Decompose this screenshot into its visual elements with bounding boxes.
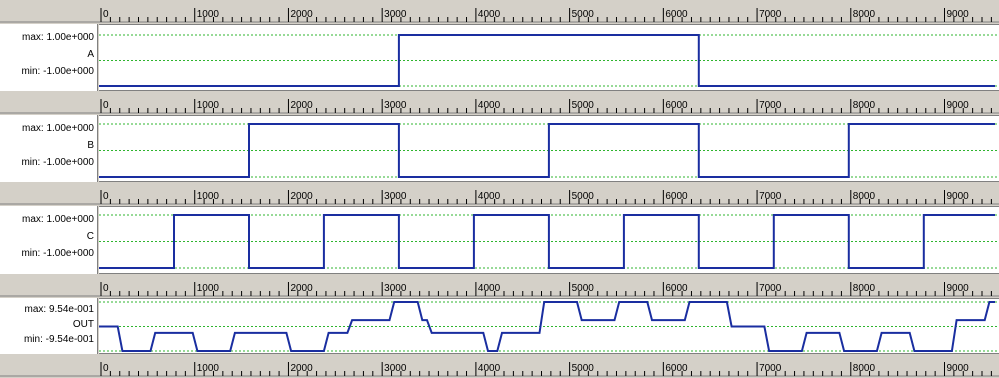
ruler-tick-label: 8000 — [853, 9, 876, 20]
ruler-tick-label: 4000 — [478, 363, 501, 374]
ruler-tick-label: 4000 — [478, 9, 501, 20]
ruler-tick-label: 0 — [103, 9, 109, 20]
ruler-tick-label: 4000 — [478, 191, 501, 202]
signal-panel-out[interactable]: max: 9.54e-001 OUT min: -9.54e-001 — [0, 298, 999, 354]
signal-name: OUT — [72, 319, 94, 330]
min-label: min: -9.54e-001 — [23, 334, 94, 345]
waveform-plot[interactable] — [99, 206, 999, 274]
ruler-tick-label: 9000 — [947, 363, 970, 374]
waveform-plot[interactable] — [99, 298, 999, 354]
max-label: max: 9.54e-001 — [24, 304, 95, 315]
ruler-tick-label: 3000 — [384, 100, 407, 111]
ruler-tick-label: 9000 — [947, 100, 970, 111]
ruler-tick-label: 1000 — [197, 363, 220, 374]
ruler-tick-label: 7000 — [759, 283, 782, 294]
time-ruler: 0 1000 2000 3000 4000 5000 6000 7000 8000 9000 — [0, 182, 999, 206]
ruler-tick-label: 6000 — [665, 191, 688, 202]
waveform-line — [99, 301, 995, 352]
ruler-tick-label: 1000 — [197, 100, 220, 111]
time-ruler: 0 1000 2000 3000 4000 5000 6000 7000 8000 9000 — [0, 274, 999, 298]
signal-panel-b[interactable]: max: 1.00e+000 B min: -1.00e+000 — [0, 115, 999, 182]
ruler-tick-label: 5000 — [572, 363, 595, 374]
min-label: min: -1.00e+000 — [21, 248, 94, 259]
ruler-tick-label: 3000 — [384, 191, 407, 202]
ruler-tick-label: 6000 — [665, 100, 688, 111]
signal-panel-a[interactable]: max: 1.00e+000 A min: -1.00e+000 — [0, 24, 999, 91]
ruler-tick-label: 3000 — [384, 363, 407, 374]
ruler-tick-label: 0 — [103, 283, 109, 294]
signal-label-box: max: 9.54e-001 OUT min: -9.54e-001 — [0, 298, 98, 354]
ruler-tick-label: 8000 — [853, 191, 876, 202]
signal-name: C — [86, 231, 94, 242]
waveform-line — [99, 123, 995, 178]
ruler-tick-label: 2000 — [290, 363, 313, 374]
ruler-tick-label: 9000 — [947, 191, 970, 202]
waveform-line — [99, 214, 995, 269]
waveform-plot[interactable] — [99, 24, 999, 91]
ruler-tick-label: 1000 — [197, 283, 220, 294]
ruler-tick-label: 9000 — [947, 283, 970, 294]
ruler-tick-label: 5000 — [572, 283, 595, 294]
ruler-tick-label: 0 — [103, 363, 109, 374]
ruler-tick-label: 4000 — [478, 283, 501, 294]
ruler-tick-label: 0 — [103, 191, 109, 202]
signal-label-box: max: 1.00e+000 B min: -1.00e+000 — [0, 115, 98, 182]
ruler-tick-label: 6000 — [665, 363, 688, 374]
signal-label-box: max: 1.00e+000 A min: -1.00e+000 — [0, 24, 98, 91]
ruler-tick-label: 2000 — [290, 191, 313, 202]
signal-name: B — [87, 140, 94, 151]
ruler-tick-label: 5000 — [572, 100, 595, 111]
waveform-line — [99, 34, 995, 87]
ruler-tick-label: 4000 — [478, 100, 501, 111]
ruler-tick-label: 3000 — [384, 283, 407, 294]
signal-label-box: max: 1.00e+000 C min: -1.00e+000 — [0, 206, 98, 274]
min-label: min: -1.00e+000 — [21, 66, 94, 77]
ruler-tick-label: 8000 — [853, 363, 876, 374]
time-ruler: 0 1000 2000 3000 4000 5000 6000 7000 8000 9000 — [0, 91, 999, 115]
max-label: max: 1.00e+000 — [22, 32, 94, 43]
ruler-tick-label: 7000 — [759, 191, 782, 202]
min-label: min: -1.00e+000 — [21, 157, 94, 168]
ruler-tick-label: 5000 — [572, 191, 595, 202]
time-ruler: 0 1000 2000 3000 4000 5000 6000 7000 8000 9000 — [0, 0, 999, 24]
waveform-plot[interactable] — [99, 115, 999, 182]
ruler-tick-label: 9000 — [947, 9, 970, 20]
ruler-tick-label: 8000 — [853, 100, 876, 111]
max-label: max: 1.00e+000 — [22, 214, 94, 225]
ruler-tick-label: 1000 — [197, 9, 220, 20]
ruler-tick-label: 3000 — [384, 9, 407, 20]
ruler-tick-label: 2000 — [290, 100, 313, 111]
ruler-tick-label: 6000 — [665, 9, 688, 20]
ruler-tick-label: 0 — [103, 100, 109, 111]
signal-panel-c[interactable]: max: 1.00e+000 C min: -1.00e+000 — [0, 206, 999, 274]
max-label: max: 1.00e+000 — [22, 123, 94, 134]
ruler-tick-label: 2000 — [290, 9, 313, 20]
ruler-tick-label: 7000 — [759, 9, 782, 20]
signal-name: A — [87, 49, 94, 60]
ruler-tick-label: 5000 — [572, 9, 595, 20]
ruler-tick-label: 6000 — [665, 283, 688, 294]
ruler-tick-label: 8000 — [853, 283, 876, 294]
ruler-tick-label: 1000 — [197, 191, 220, 202]
ruler-tick-label: 2000 — [290, 283, 313, 294]
time-ruler: 0 1000 2000 3000 4000 5000 6000 7000 8000 9000 — [0, 354, 999, 378]
ruler-tick-label: 7000 — [759, 100, 782, 111]
ruler-tick-label: 7000 — [759, 363, 782, 374]
